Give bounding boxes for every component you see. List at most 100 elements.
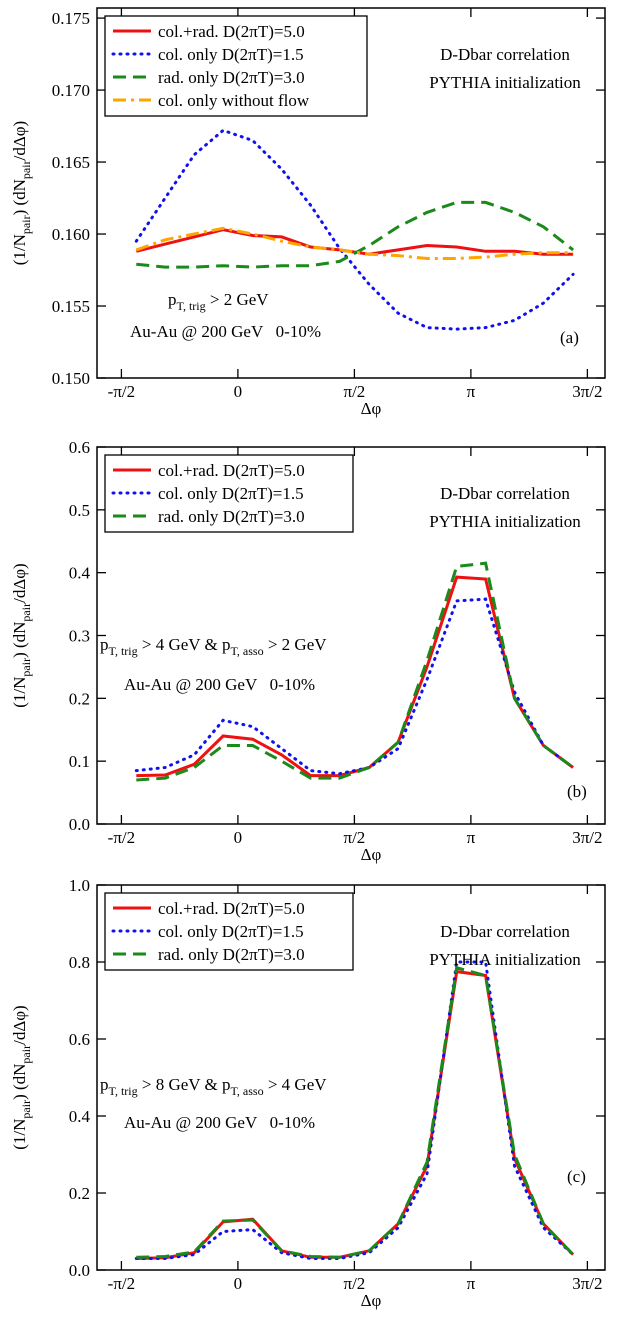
x-tick-label: 0 <box>234 1274 243 1293</box>
y-tick-label: 0.3 <box>69 627 90 646</box>
panel-label: (c) <box>567 1167 586 1186</box>
y-axis-label-part: /dΔφ) <box>10 563 29 603</box>
y-tick-label: 0.5 <box>69 501 90 520</box>
y-axis-label-part: pair <box>19 160 33 179</box>
y-tick-label: 0.4 <box>69 564 91 583</box>
x-tick-label: 3π/2 <box>572 828 602 847</box>
legend-label: col. only D(2πT)=1.5 <box>158 45 304 64</box>
x-tick-label: -π/2 <box>108 382 135 401</box>
legend-label: col. only D(2πT)=1.5 <box>158 484 304 503</box>
system-label: Au-Au @ 200 GeV 0-10% <box>124 675 315 694</box>
cut-label-part: T, trig <box>109 644 138 658</box>
cut-label-part: > 4 GeV <box>264 1075 328 1094</box>
y-axis-label-part: ) (dN <box>10 1064 29 1100</box>
x-tick-label: 0 <box>234 382 243 401</box>
series-line <box>134 960 575 1260</box>
y-axis-label-part: /dΔφ) <box>10 1005 29 1045</box>
annotation: D-Dbar correlation <box>440 922 570 941</box>
y-tick-label: 0.0 <box>69 1261 90 1280</box>
y-axis-label-part: (1/N <box>10 1119 29 1150</box>
cut-label-part: > 2 GeV <box>264 635 328 654</box>
y-tick-label: 1.0 <box>69 876 90 895</box>
legend-box <box>104 454 354 533</box>
cut-label-part: T, trig <box>177 299 206 313</box>
y-tick-label: 0.6 <box>69 1030 90 1049</box>
y-tick-label: 0.165 <box>52 153 90 172</box>
x-tick-label: π <box>467 1274 476 1293</box>
y-axis-label-part: pair <box>19 658 33 677</box>
plot-frame <box>96 7 606 379</box>
x-tick-label: π/2 <box>343 382 365 401</box>
legend-label: rad. only D(2πT)=3.0 <box>158 945 305 964</box>
series-line <box>136 200 575 269</box>
annotation: D-Dbar correlation <box>440 484 570 503</box>
plot-frame <box>96 884 606 1271</box>
x-tick-label: π <box>467 382 476 401</box>
y-tick-label: 0.1 <box>69 752 90 771</box>
legend-box <box>104 892 354 971</box>
y-axis-label: (1/Npair) (dNpair/dΔφ) <box>10 1005 33 1149</box>
y-axis-label-part: pair <box>19 215 33 234</box>
x-tick-label: 0 <box>234 828 243 847</box>
x-tick-label: π/2 <box>343 1274 365 1293</box>
y-tick-label: 0.170 <box>52 81 90 100</box>
cut-label-part: p <box>100 635 109 654</box>
cut-label-part: T, asso <box>230 644 263 658</box>
x-axis-label: Δφ <box>361 399 382 418</box>
annotation: PYTHIA initialization <box>429 73 581 92</box>
legend-label: col. only without flow <box>158 91 310 110</box>
legend-label: rad. only D(2πT)=3.0 <box>158 507 305 526</box>
legend-label: rad. only D(2πT)=3.0 <box>158 68 305 87</box>
series-line <box>136 965 575 1259</box>
y-axis-label-part: ) (dN <box>10 179 29 215</box>
panel-label: (a) <box>560 328 579 347</box>
y-tick-label: 0.150 <box>52 369 90 388</box>
cut-label-part: > 8 GeV & p <box>138 1075 231 1094</box>
x-tick-label: π/2 <box>343 828 365 847</box>
system-label: Au-Au @ 200 GeV 0-10% <box>124 1113 315 1132</box>
x-axis-label: Δφ <box>361 1291 382 1310</box>
cut-label-part: p <box>168 290 177 309</box>
y-tick-label: 0.2 <box>69 1184 90 1203</box>
system-label: Au-Au @ 200 GeV 0-10% <box>130 322 321 341</box>
y-axis-label-part: (1/N <box>10 234 29 265</box>
cut-label-part: p <box>100 1075 109 1094</box>
y-axis-label-part: ) (dN <box>10 622 29 658</box>
cut-label-part: T, asso <box>230 1084 263 1098</box>
x-tick-label: 3π/2 <box>572 382 602 401</box>
cut-label-part: T, trig <box>109 1084 138 1098</box>
cut-label-part: > 2 GeV <box>206 290 270 309</box>
cut-label-part: > 4 GeV & p <box>138 635 231 654</box>
legend-label: col.+rad. D(2πT)=5.0 <box>158 899 305 918</box>
y-axis-label-part: pair <box>19 1045 33 1064</box>
y-axis-label-part: pair <box>19 603 33 622</box>
legend-label: col.+rad. D(2πT)=5.0 <box>158 22 305 41</box>
legend-label: col. only D(2πT)=1.5 <box>158 922 304 941</box>
annotation: D-Dbar correlation <box>440 45 570 64</box>
y-tick-label: 0.175 <box>52 9 90 28</box>
series-line <box>134 128 575 331</box>
series-line <box>134 597 575 776</box>
y-tick-label: 0.155 <box>52 297 90 316</box>
series-line <box>135 228 574 256</box>
panel-label: (b) <box>567 782 587 801</box>
y-tick-label: 0.160 <box>52 225 90 244</box>
legend-label: col.+rad. D(2πT)=5.0 <box>158 461 305 480</box>
series-line <box>135 226 574 260</box>
x-tick-label: 3π/2 <box>572 1274 602 1293</box>
annotation: PYTHIA initialization <box>429 512 581 531</box>
y-tick-label: 0.4 <box>69 1107 91 1126</box>
y-axis-label: (1/Npair) (dNpair/dΔφ) <box>10 121 33 265</box>
x-tick-label: π <box>467 828 476 847</box>
x-tick-label: -π/2 <box>108 828 135 847</box>
y-axis-label-part: pair <box>19 1100 33 1119</box>
cut-label: pT, trig > 8 GeV & pT, asso > 4 GeV <box>100 1075 327 1098</box>
y-tick-label: 0.0 <box>69 815 90 834</box>
x-axis-label: Δφ <box>361 845 382 864</box>
annotation: PYTHIA initialization <box>429 950 581 969</box>
x-tick-label: -π/2 <box>108 1274 135 1293</box>
cut-label: pT, trig > 2 GeV <box>168 290 269 313</box>
cut-label: pT, trig > 4 GeV & pT, asso > 2 GeV <box>100 635 327 658</box>
y-axis-label-part: (1/N <box>10 677 29 708</box>
